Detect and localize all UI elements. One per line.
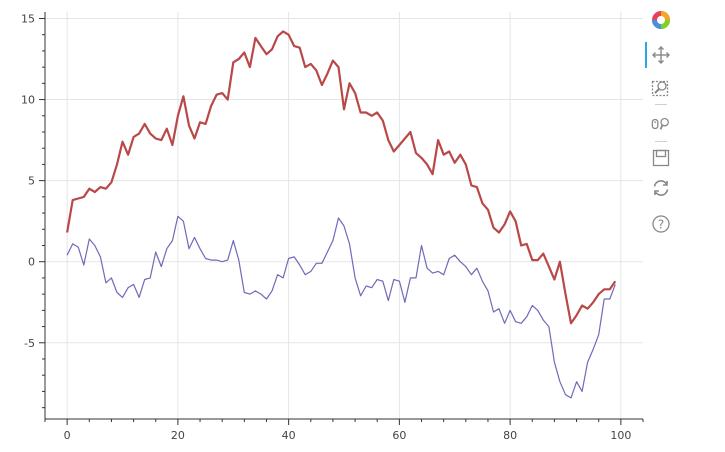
axes [44, 12, 643, 420]
x-tick-label: 20 [171, 429, 185, 442]
save-icon[interactable] [651, 148, 671, 168]
x-tick-label: 80 [503, 429, 517, 442]
x-axis-ticks: 0 20 40 60 80 100 [44, 419, 644, 442]
pan-icon[interactable] [651, 45, 671, 65]
x-tick-label: 40 [282, 429, 296, 442]
y-axis-ticks: -5 0 5 10 15 [21, 12, 45, 409]
box-zoom-icon[interactable] [651, 78, 671, 98]
toolbar-separator [655, 104, 667, 105]
x-tick-label: 60 [392, 429, 406, 442]
series-line-1 [66, 30, 617, 325]
y-tick-label: -5 [24, 337, 35, 350]
series-line-2 [66, 215, 616, 399]
x-tick-label: 100 [610, 429, 631, 442]
plot-area[interactable] [45, 12, 643, 419]
reset-icon[interactable] [651, 178, 671, 198]
help-icon[interactable]: ? [651, 214, 671, 234]
line-chart: 0 20 40 60 80 100 -5 0 5 10 15 [21, 12, 644, 442]
y-tick-label: 0 [28, 256, 35, 269]
toolbar-separator [655, 141, 667, 142]
series-lines [66, 30, 617, 399]
active-tool-indicator [645, 42, 647, 68]
y-tick-label: 15 [21, 12, 35, 25]
y-tick-label: 10 [21, 94, 35, 107]
svg-text:?: ? [658, 218, 664, 232]
bokeh-logo-icon[interactable] [651, 10, 671, 30]
grid [45, 12, 643, 419]
y-tick-label: 5 [28, 175, 35, 188]
wheel-zoom-icon[interactable] [651, 114, 671, 134]
x-tick-label: 0 [64, 429, 71, 442]
